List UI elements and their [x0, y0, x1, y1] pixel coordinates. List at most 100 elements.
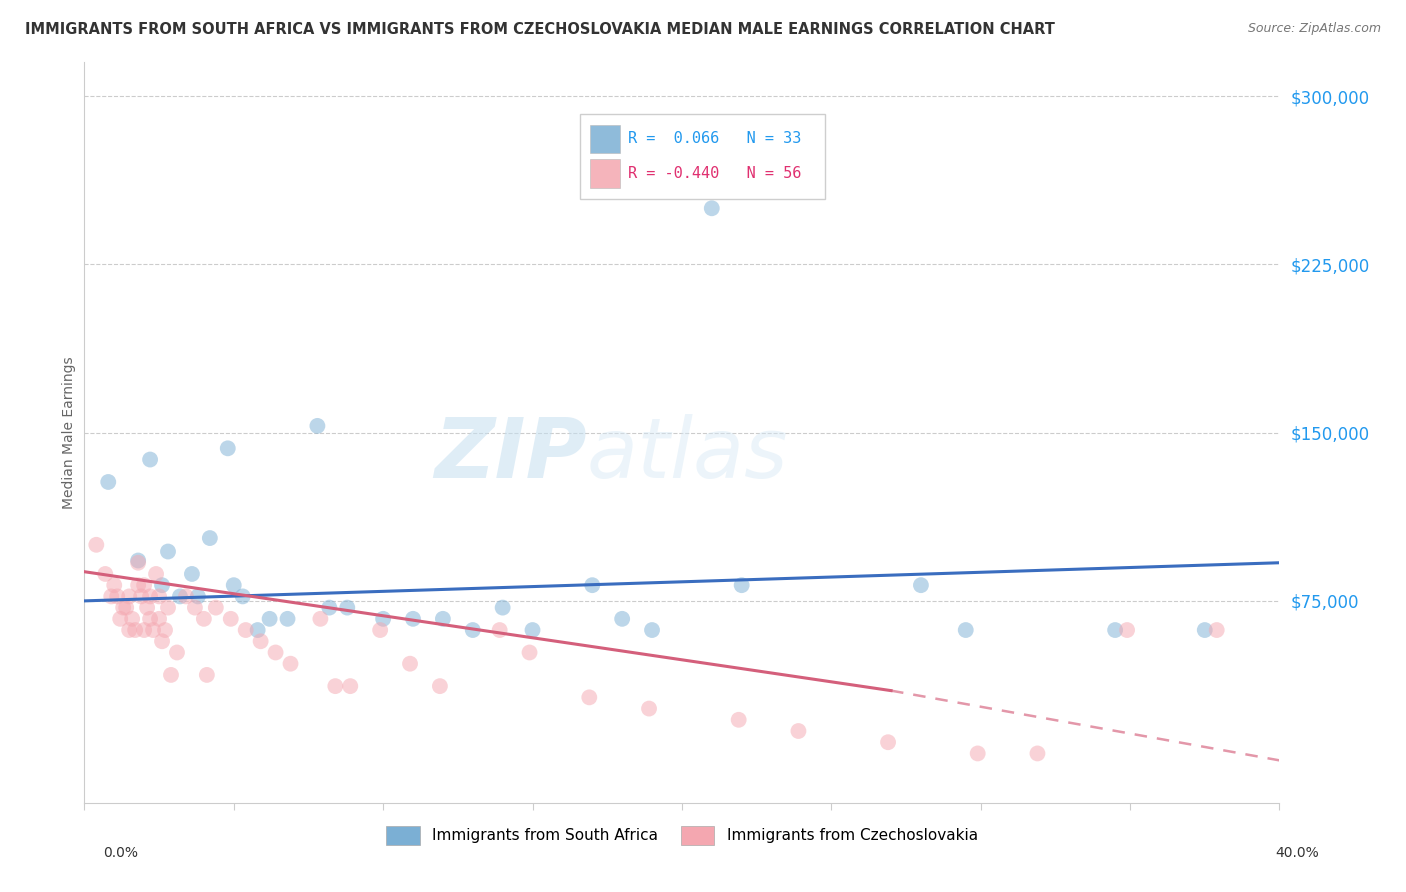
Text: Source: ZipAtlas.com: Source: ZipAtlas.com — [1247, 22, 1381, 36]
Point — [309, 612, 332, 626]
FancyBboxPatch shape — [581, 114, 825, 200]
Point — [105, 590, 128, 604]
Point — [264, 645, 287, 659]
Point — [399, 657, 422, 671]
FancyBboxPatch shape — [591, 125, 620, 153]
Point — [142, 623, 165, 637]
Point — [402, 612, 425, 626]
Point — [368, 623, 391, 637]
Point — [195, 668, 218, 682]
Point — [115, 600, 138, 615]
Point — [612, 612, 634, 626]
Point — [132, 623, 156, 637]
Point — [373, 612, 395, 626]
Point — [638, 701, 661, 715]
Point — [249, 634, 271, 648]
Point — [118, 590, 141, 604]
FancyBboxPatch shape — [591, 160, 620, 187]
Point — [198, 531, 221, 545]
Point — [307, 418, 329, 433]
Point — [1194, 623, 1216, 637]
Point — [139, 612, 162, 626]
Point — [222, 578, 245, 592]
Point — [787, 724, 810, 739]
Point — [339, 679, 361, 693]
Point — [139, 452, 162, 467]
Point — [1116, 623, 1139, 637]
Point — [145, 566, 167, 581]
Point — [325, 679, 347, 693]
Point — [280, 657, 302, 671]
Point — [246, 623, 269, 637]
Point — [522, 623, 544, 637]
Point — [181, 566, 204, 581]
Point — [86, 538, 108, 552]
Text: R = -0.440   N = 56: R = -0.440 N = 56 — [628, 166, 801, 181]
Point — [157, 600, 180, 615]
Point — [277, 612, 299, 626]
Point — [127, 578, 149, 592]
Point — [581, 578, 603, 592]
Point — [318, 600, 340, 615]
Text: 40.0%: 40.0% — [1275, 846, 1319, 860]
Point — [97, 475, 120, 489]
Point — [160, 668, 183, 682]
Point — [94, 566, 117, 581]
Y-axis label: Median Male Earnings: Median Male Earnings — [62, 356, 76, 509]
Point — [966, 747, 988, 761]
Point — [1104, 623, 1126, 637]
Point — [519, 645, 541, 659]
Point — [148, 590, 170, 604]
Point — [432, 612, 454, 626]
Point — [127, 556, 149, 570]
Point — [1205, 623, 1227, 637]
Point — [193, 612, 215, 626]
Point — [259, 612, 281, 626]
Point — [174, 590, 197, 604]
Point — [157, 544, 180, 558]
Point — [121, 612, 143, 626]
Text: 0.0%: 0.0% — [103, 846, 138, 860]
Point — [103, 578, 125, 592]
Point — [727, 713, 749, 727]
Point — [731, 578, 754, 592]
Point — [641, 623, 664, 637]
Point — [461, 623, 484, 637]
Point — [910, 578, 932, 592]
Point — [153, 623, 176, 637]
Text: atlas: atlas — [586, 414, 787, 495]
Point — [336, 600, 359, 615]
Point — [429, 679, 451, 693]
Point — [136, 600, 159, 615]
Legend: Immigrants from South Africa, Immigrants from Czechoslovakia: Immigrants from South Africa, Immigrants… — [380, 820, 984, 851]
Point — [124, 623, 146, 637]
Point — [205, 600, 228, 615]
Text: R =  0.066   N = 33: R = 0.066 N = 33 — [628, 131, 801, 146]
Point — [700, 201, 723, 215]
Point — [232, 590, 254, 604]
Point — [235, 623, 257, 637]
Point — [184, 600, 207, 615]
Point — [150, 578, 173, 592]
Point — [100, 590, 122, 604]
Point — [187, 590, 209, 604]
Point — [139, 590, 162, 604]
Point — [148, 612, 170, 626]
Point — [129, 590, 152, 604]
Text: IMMIGRANTS FROM SOUTH AFRICA VS IMMIGRANTS FROM CZECHOSLOVAKIA MEDIAN MALE EARNI: IMMIGRANTS FROM SOUTH AFRICA VS IMMIGRAN… — [25, 22, 1054, 37]
Point — [578, 690, 600, 705]
Point — [877, 735, 900, 749]
Point — [112, 600, 135, 615]
Point — [488, 623, 510, 637]
Point — [169, 590, 191, 604]
Point — [219, 612, 242, 626]
Point — [127, 553, 149, 567]
Point — [132, 578, 156, 592]
Point — [110, 612, 132, 626]
Point — [1026, 747, 1049, 761]
Point — [217, 442, 239, 456]
Point — [166, 645, 188, 659]
Point — [955, 623, 977, 637]
Point — [150, 634, 173, 648]
Point — [492, 600, 515, 615]
